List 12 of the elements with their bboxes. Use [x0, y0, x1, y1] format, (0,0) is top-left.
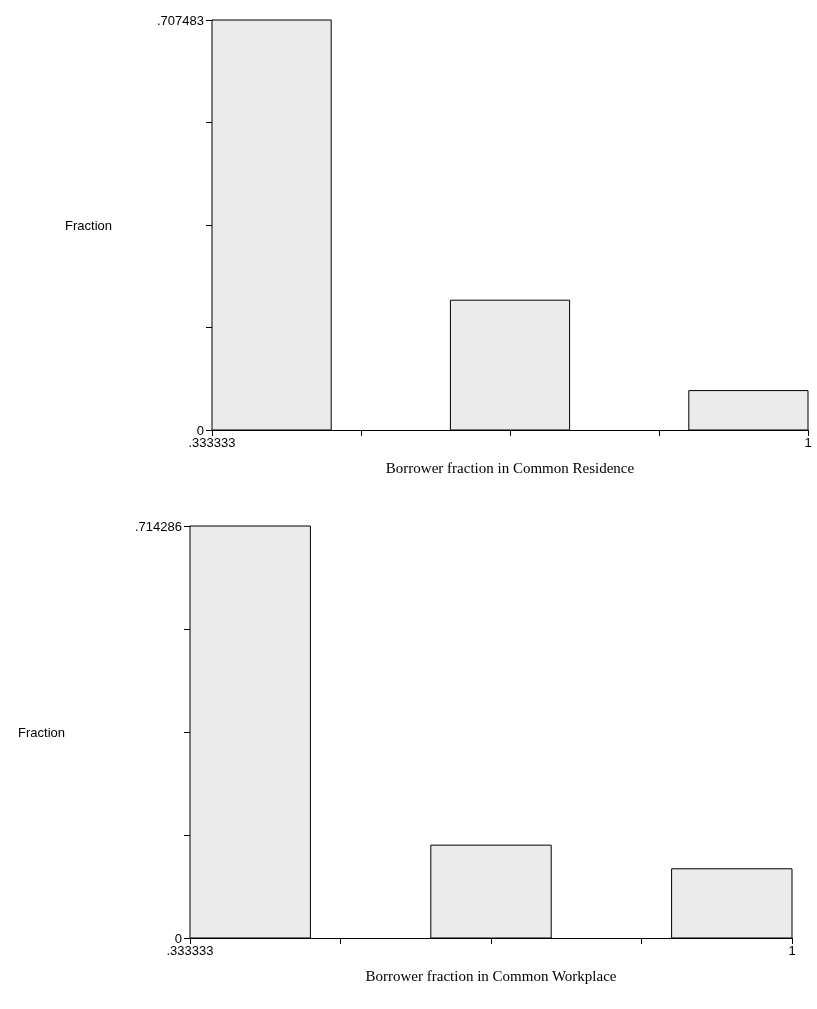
x-tick-label: 1 — [788, 943, 796, 958]
y-tick-label: .714286 — [135, 518, 182, 534]
x-axis-title: Borrower fraction in Common Workplace — [365, 967, 617, 984]
x-tick-label: 1 — [804, 435, 812, 450]
y-axis-title: Fraction — [18, 724, 65, 740]
x-tick-label: .333333 — [166, 943, 214, 958]
y-tick-label: 0 — [196, 422, 204, 438]
y-tick-label: .707483 — [157, 12, 204, 28]
y-axis-title: Fraction — [65, 217, 112, 233]
x-tick-label: .333333 — [188, 435, 236, 450]
x-axis-title: Borrower fraction in Common Residence — [385, 459, 635, 476]
y-tick-label: 0 — [174, 930, 182, 946]
